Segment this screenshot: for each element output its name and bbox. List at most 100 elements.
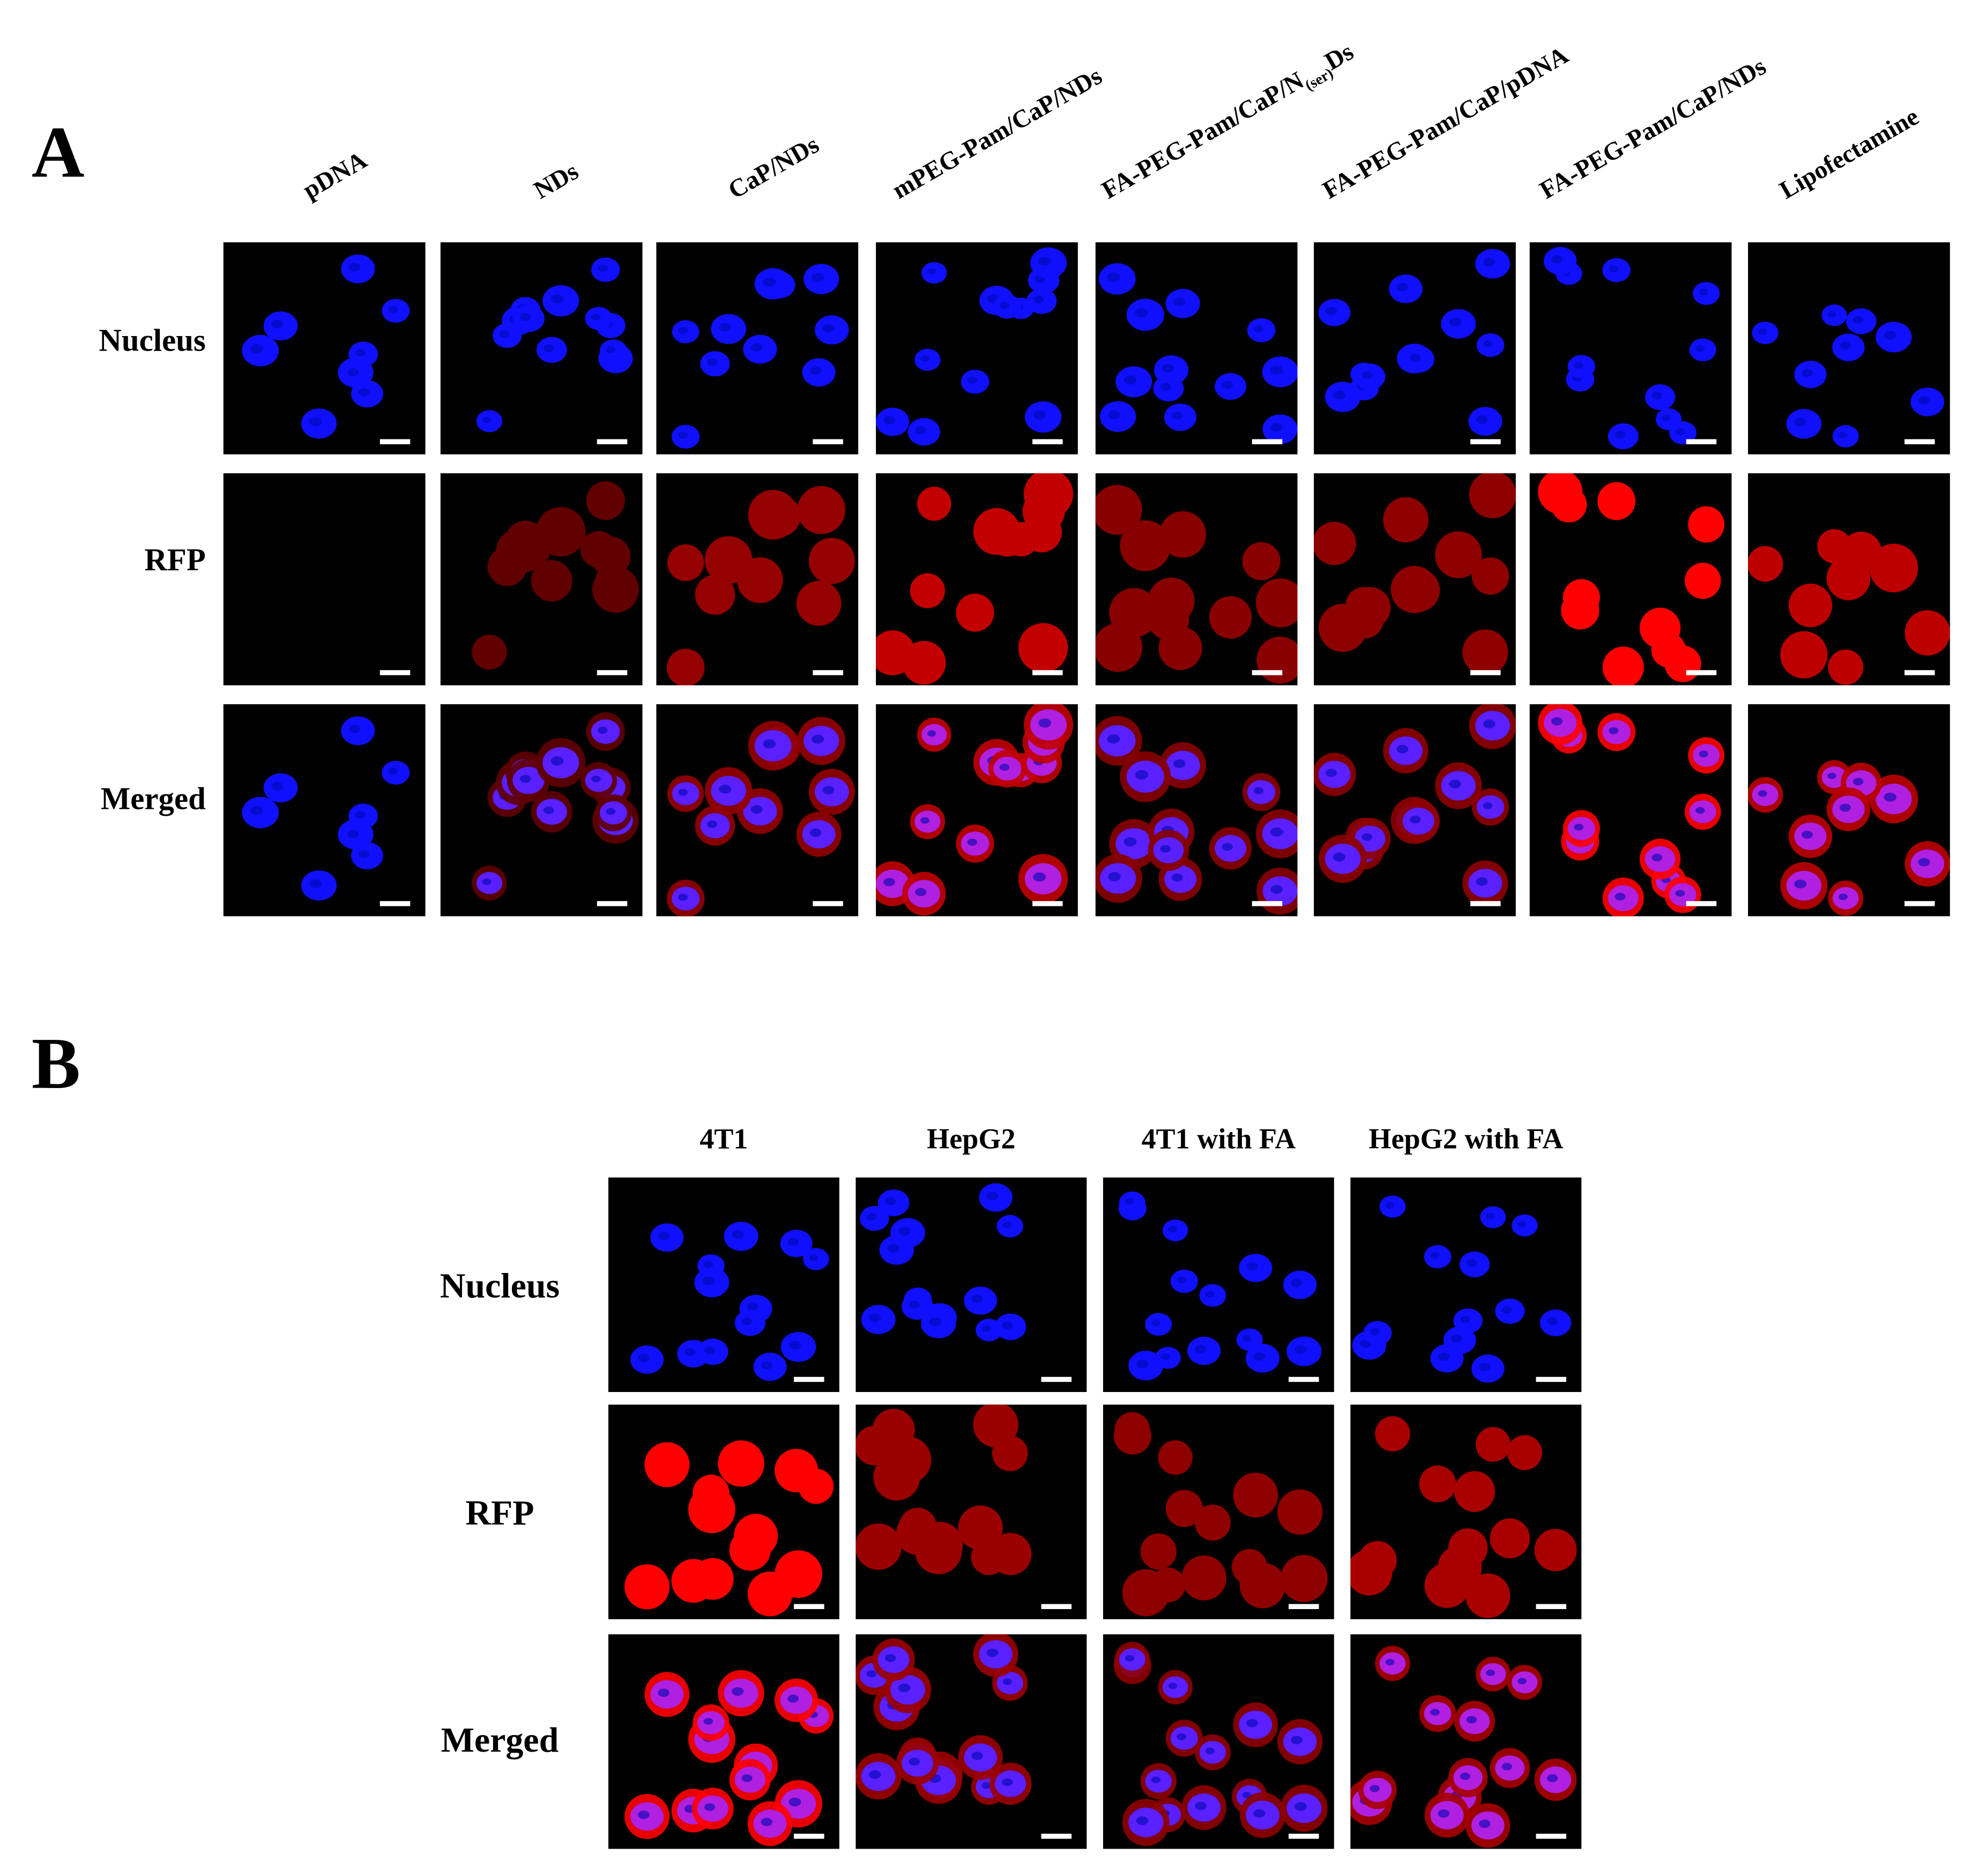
- nucleolus: [1168, 1683, 1178, 1689]
- nucleolus: [1574, 823, 1584, 831]
- nucleolus: [731, 1687, 744, 1696]
- micrograph: [440, 242, 643, 455]
- cells: [876, 247, 1067, 446]
- nucleolus: [1135, 308, 1149, 318]
- nucleolus: [967, 376, 978, 384]
- nucleolus: [703, 1718, 713, 1725]
- nucleolus: [1242, 1335, 1252, 1342]
- nucleolus: [1033, 410, 1046, 420]
- nucleolus: [1246, 1719, 1259, 1728]
- column-header: 4T1: [700, 1123, 748, 1155]
- nucleolus: [1370, 1328, 1380, 1336]
- nucleolus: [1396, 745, 1409, 754]
- nucleolus: [741, 1774, 753, 1782]
- nucleolus: [1476, 415, 1488, 424]
- nucleolus: [1801, 830, 1813, 839]
- nucleolus: [1551, 717, 1563, 726]
- nucleolus: [1827, 772, 1836, 779]
- nucleolus: [750, 343, 763, 352]
- column-header: HepG2: [927, 1123, 1015, 1155]
- nucleolus: [1501, 1762, 1512, 1770]
- nucleolus: [519, 775, 531, 783]
- micrograph: [876, 704, 1078, 917]
- scale-bar: [1470, 670, 1501, 675]
- micrograph: [1748, 473, 1950, 686]
- nucleolus: [678, 431, 688, 439]
- nucleolus: [971, 1752, 983, 1760]
- nucleolus: [1918, 396, 1930, 405]
- cells: [624, 1440, 834, 1617]
- micrograph-bg: [223, 473, 426, 686]
- nucleolus: [1449, 317, 1461, 327]
- cytoplasm: [1602, 646, 1644, 686]
- cells: [472, 481, 639, 670]
- cytoplasm: [718, 1440, 764, 1487]
- scale-bar: [1686, 670, 1717, 675]
- nucleolus: [811, 734, 824, 744]
- nucleolus: [1675, 428, 1685, 435]
- nucleolus: [1385, 1658, 1395, 1666]
- cytoplasm: [1114, 1412, 1150, 1448]
- nucleolus: [1205, 1291, 1215, 1298]
- nucleolus: [731, 1230, 744, 1239]
- scale-bar: [1470, 439, 1501, 444]
- nucleolus: [1333, 390, 1346, 400]
- cells: [1544, 247, 1720, 450]
- cytoplasm: [1120, 520, 1171, 571]
- cells: [855, 1634, 1032, 1805]
- scale-bar: [813, 901, 843, 906]
- nucleolus: [927, 730, 936, 737]
- nucleolus: [787, 1238, 799, 1246]
- nucleolus: [967, 838, 978, 846]
- nucleolus: [822, 786, 835, 795]
- nucleolus: [1838, 894, 1848, 900]
- cytoplasm: [1397, 569, 1440, 612]
- cytoplasm: [1664, 645, 1701, 682]
- nucleolus: [1476, 877, 1488, 886]
- nucleolus: [920, 355, 929, 362]
- nucleolus: [1758, 790, 1767, 797]
- cells: [1318, 249, 1511, 436]
- cytoplasm: [1158, 1440, 1193, 1475]
- nucleolus: [1450, 1334, 1462, 1343]
- cells: [1748, 760, 1950, 916]
- micrograph: [223, 473, 426, 686]
- cytoplasm: [1828, 649, 1864, 685]
- nucleolus: [1430, 1709, 1440, 1716]
- nucleolus: [706, 359, 718, 366]
- nucleolus: [1177, 1276, 1187, 1284]
- nucleolus: [1884, 792, 1896, 802]
- micrograph: [1529, 242, 1732, 455]
- cytoplasm: [747, 1571, 793, 1617]
- cytoplasm: [1181, 1555, 1227, 1600]
- nucleolus: [1173, 297, 1186, 307]
- cytoplasm: [693, 1475, 730, 1512]
- cells: [1350, 1646, 1577, 1848]
- scale-bar: [597, 670, 628, 675]
- nucleolus: [869, 1770, 881, 1779]
- nucleolus: [678, 894, 688, 901]
- nucleolus: [1385, 1202, 1395, 1209]
- panel-label: B: [32, 1023, 80, 1104]
- cytoplasm: [796, 580, 842, 626]
- cytoplasm: [1826, 556, 1871, 600]
- cells: [876, 704, 1074, 916]
- cells: [630, 1222, 829, 1381]
- scale-bar: [1041, 1604, 1072, 1610]
- row-label: RFP: [144, 542, 205, 577]
- micrograph: [608, 1634, 839, 1849]
- scale-bar: [813, 439, 843, 444]
- nucleolus: [883, 877, 895, 887]
- nucleolus: [1136, 1816, 1149, 1825]
- nucleolus: [1615, 892, 1626, 901]
- cytoplasm: [1424, 1563, 1470, 1608]
- cytoplasm: [1165, 1490, 1203, 1527]
- scale-bar: [1252, 670, 1283, 675]
- panel-label: A: [32, 111, 85, 193]
- cytoplasm: [988, 518, 1026, 557]
- scale-bar: [1041, 1376, 1072, 1382]
- nucleolus: [704, 1346, 716, 1354]
- nucleolus: [1294, 1345, 1307, 1354]
- nucleolus: [981, 1782, 991, 1789]
- nucleolus: [606, 346, 616, 353]
